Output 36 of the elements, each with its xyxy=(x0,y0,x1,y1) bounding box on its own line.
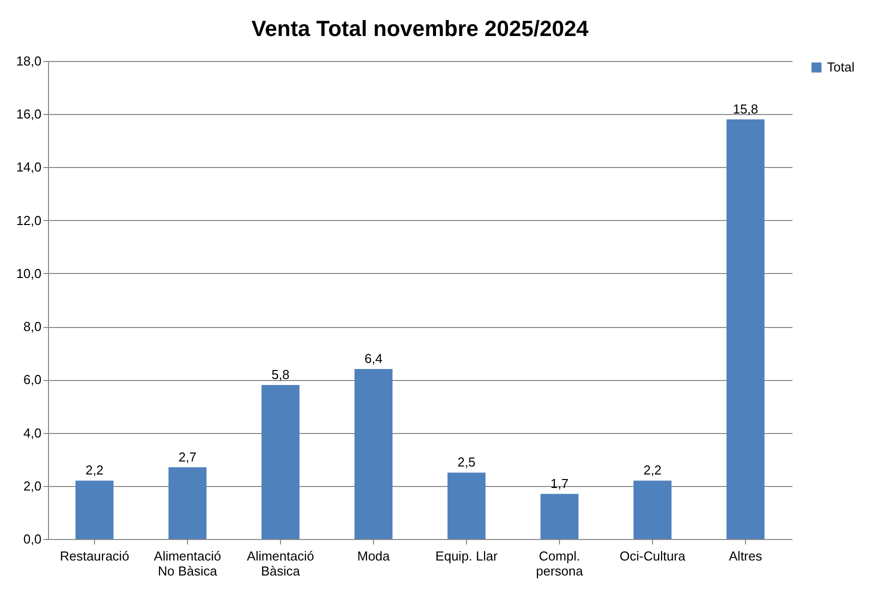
x-tick-label: Oci-Cultura xyxy=(620,548,686,564)
data-label: 1,7 xyxy=(550,476,569,491)
y-tick-label: 14,0 xyxy=(16,160,42,175)
bar xyxy=(448,472,486,539)
data-label: 6,4 xyxy=(364,351,383,366)
x-tick-label: Moda xyxy=(357,548,391,564)
y-tick-label: 8,0 xyxy=(23,319,42,334)
bar xyxy=(354,369,392,539)
bar xyxy=(634,480,672,539)
y-tick-label: 2,0 xyxy=(23,478,42,494)
bar xyxy=(168,467,206,539)
x-tick-label: Restauració xyxy=(60,548,130,564)
data-label: 2,2 xyxy=(643,462,662,478)
y-tick-label: 12,0 xyxy=(16,212,42,228)
bar xyxy=(540,494,578,539)
bar xyxy=(262,384,300,539)
legend-label: Total xyxy=(827,60,855,74)
x-tick-label: Alimentació No Bàsica xyxy=(154,548,222,578)
y-tick-label: 10,0 xyxy=(16,266,42,281)
y-tick-label: 4,0 xyxy=(23,425,42,440)
data-label: 15,8 xyxy=(732,101,758,116)
y-tick-label: 16,0 xyxy=(16,106,42,122)
x-tick-label: Compl. persona xyxy=(536,548,584,578)
y-tick-label: 18,0 xyxy=(16,54,42,68)
data-label: 2,2 xyxy=(85,462,104,478)
data-label: 5,8 xyxy=(271,366,290,382)
x-tick-label: Equip. Llar xyxy=(435,548,498,564)
x-tick-label: Alimentació Bàsica xyxy=(246,548,314,578)
data-label: 2,5 xyxy=(457,454,476,470)
data-label: 2,7 xyxy=(178,449,197,464)
y-tick-label: 0,0 xyxy=(23,532,42,546)
y-tick-label: 6,0 xyxy=(23,372,42,388)
chart-title: Venta Total novembre 2025/2024 xyxy=(251,16,590,41)
bar xyxy=(726,119,764,539)
x-tick-label: Altres xyxy=(728,548,763,564)
bar xyxy=(76,480,114,539)
